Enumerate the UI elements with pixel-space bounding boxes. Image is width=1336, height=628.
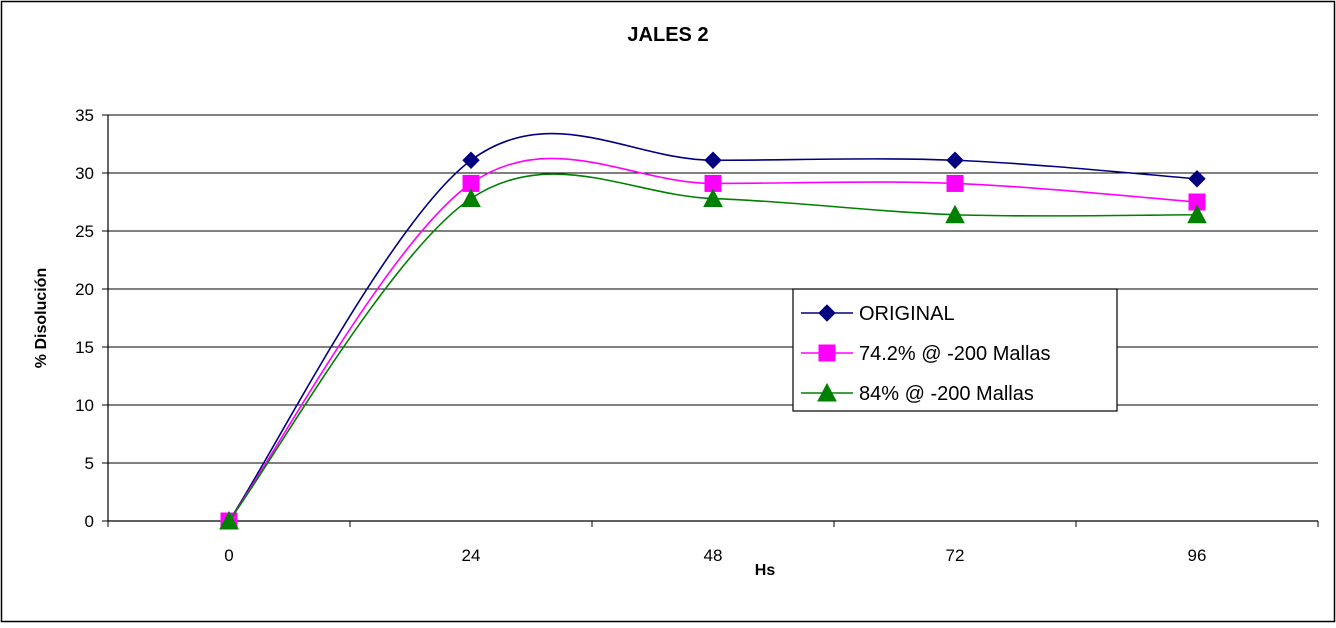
legend-marker-1: [818, 344, 836, 362]
series-0-point-2: [704, 151, 722, 169]
y-tick-label-7: 35: [75, 106, 94, 125]
series-2-point-2: [703, 188, 723, 208]
legend-marker-0: [818, 304, 836, 322]
y-axis-label: % Disolución: [33, 268, 50, 368]
series-0-point-4: [1188, 170, 1206, 188]
x-tick-label-0: 0: [224, 546, 233, 565]
series-1-point-3: [946, 174, 964, 192]
series-layer: [219, 132, 1207, 530]
series-0-point-3: [946, 151, 964, 169]
series-line-1: [228, 157, 1198, 522]
y-tick-label-5: 25: [75, 222, 94, 241]
series-2-point-1: [461, 188, 481, 208]
y-tick-label-0: 0: [85, 512, 94, 531]
x-tick-label-4: 96: [1188, 546, 1207, 565]
legend-box: [792, 288, 1118, 412]
legend-marker-2: [817, 382, 837, 402]
chart-title: JALES 2: [627, 24, 708, 46]
series-line-2: [228, 173, 1198, 522]
legend-label-1: 74.2% @ -200 Mallas: [859, 343, 1051, 365]
series-0: [220, 132, 1206, 530]
y-tick-label-2: 10: [75, 396, 94, 415]
x-axis-label: Hs: [755, 562, 776, 579]
x-tick-label-3: 72: [946, 546, 965, 565]
y-tick-label-3: 15: [75, 338, 94, 357]
legend-label-0: ORIGINAL: [859, 303, 955, 325]
y-tick-label-4: 20: [75, 280, 94, 299]
series-0-point-1: [462, 151, 480, 169]
series-2: [219, 173, 1207, 530]
y-tick-label-1: 5: [85, 454, 94, 473]
x-tick-label-1: 24: [462, 546, 481, 565]
legend: ORIGINAL 74.2% @ -200 Mallas 84% @ -200 Ma…: [792, 288, 1118, 412]
series-2-point-3: [945, 204, 965, 224]
x-tick-label-2: 48: [704, 546, 723, 565]
axes: 0 5 10 15 20 25 30 35 0 24 48 72 96: [75, 106, 1319, 565]
gridlines: [108, 114, 1318, 464]
series-2-point-4: [1187, 204, 1207, 224]
series-2-point-0: [219, 510, 239, 530]
series-line-0: [228, 132, 1198, 522]
y-tick-label-6: 30: [75, 164, 94, 183]
legend-label-2: 84% @ -200 Mallas: [859, 383, 1034, 405]
